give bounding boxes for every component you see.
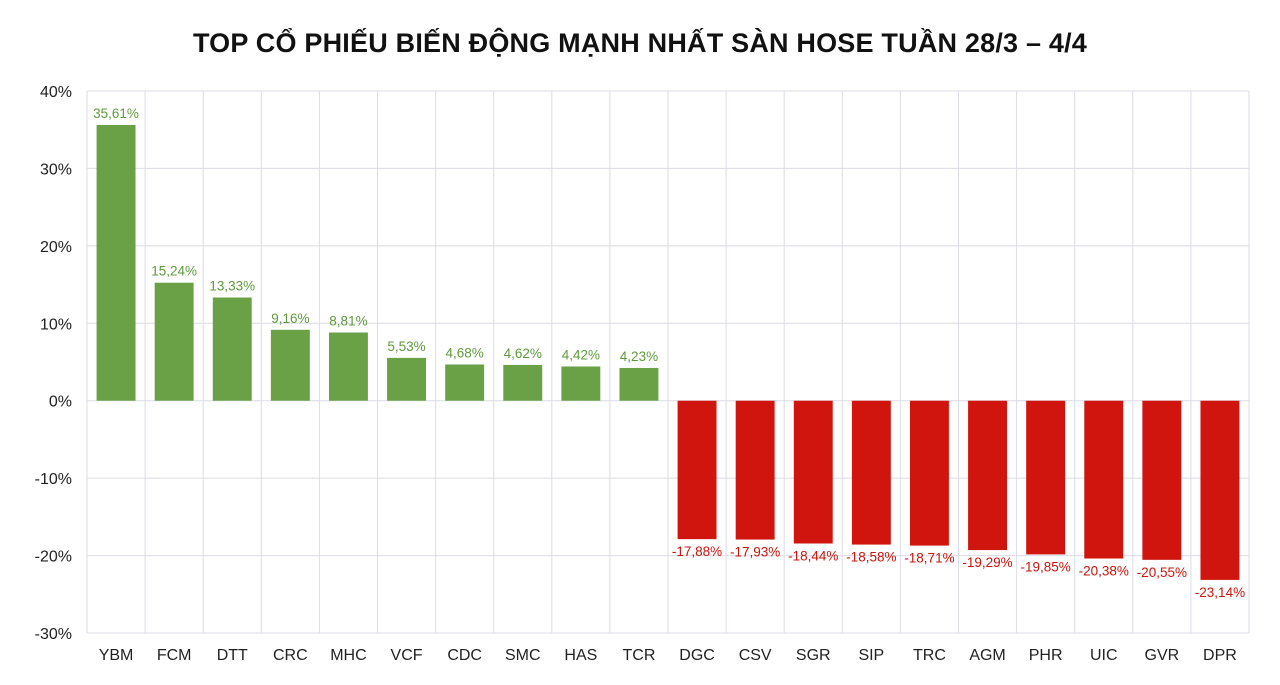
y-tick-label: 10% <box>40 316 72 333</box>
bar-cdc <box>445 364 485 401</box>
data-label-dpr: -23,14% <box>1195 585 1245 600</box>
y-tick-label: -20% <box>35 549 72 566</box>
x-axis: YBM FCM DTT CRC MHC VCF CDC SMC HAS TCR DGC CSV SGR S… <box>99 647 1237 664</box>
y-tick-label: 0% <box>49 394 72 411</box>
data-label-mhc: 8,81% <box>329 313 367 328</box>
x-tick-label-smc: SMC <box>505 647 541 664</box>
bar-phr <box>1026 400 1066 555</box>
x-tick-label-phr: PHR <box>1029 647 1063 664</box>
x-tick-label-mhc: MHC <box>330 647 366 664</box>
bars <box>96 124 1240 580</box>
x-tick-label-agm: AGM <box>969 647 1005 664</box>
chart-title: TOP CỔ PHIẾU BIẾN ĐỘNG MẠNH NHẤT SÀN HOS… <box>192 28 1088 58</box>
x-tick-label-trc: TRC <box>913 647 946 664</box>
data-label-csv: -17,93% <box>730 545 780 560</box>
bar-sip <box>851 400 891 545</box>
bar-uic <box>1084 400 1124 559</box>
y-tick-label: -10% <box>35 471 72 488</box>
y-tick-label: -30% <box>35 626 72 643</box>
bar-tcr <box>619 367 659 401</box>
y-tick-label: 40% <box>40 84 72 101</box>
data-label-sgr: -18,44% <box>788 548 838 563</box>
data-label-uic: -20,38% <box>1079 564 1129 579</box>
bar-dtt <box>212 297 252 401</box>
data-label-dgc: -17,88% <box>672 544 722 559</box>
y-tick-label: 30% <box>40 161 72 178</box>
x-tick-label-tcr: TCR <box>623 647 656 664</box>
data-label-cdc: 4,68% <box>446 345 484 360</box>
x-tick-label-crc: CRC <box>273 647 308 664</box>
x-tick-label-cdc: CDC <box>447 647 482 664</box>
data-label-gvr: -20,55% <box>1137 565 1187 580</box>
bar-crc <box>270 329 310 401</box>
data-label-smc: 4,62% <box>504 346 542 361</box>
bar-fcm <box>154 282 194 401</box>
data-label-fcm: 15,24% <box>151 264 197 279</box>
data-labels: 35,61% 15,24% 13,33% 9,16% 8,81% 5,53% 4,68% 4,… <box>93 106 1245 600</box>
bar-ybm <box>96 124 136 401</box>
grid-lines <box>86 90 1250 634</box>
bar-trc <box>909 400 949 546</box>
bar-smc <box>503 364 543 401</box>
data-label-agm: -19,29% <box>962 555 1012 570</box>
bar-agm <box>968 400 1008 551</box>
bar-dpr <box>1200 400 1240 580</box>
x-tick-label-vcf: VCF <box>391 647 423 664</box>
x-tick-label-gvr: GVR <box>1145 647 1180 664</box>
x-tick-label-sgr: SGR <box>796 647 831 664</box>
bar-dgc <box>677 400 717 540</box>
y-axis: 40% 30% 20% 10% 0% -10% -20% -30% <box>35 84 72 643</box>
x-tick-label-ybm: YBM <box>99 647 134 664</box>
data-label-dtt: 13,33% <box>209 279 255 294</box>
bar-csv <box>735 400 775 540</box>
data-label-trc: -18,71% <box>904 551 954 566</box>
data-label-tcr: 4,23% <box>620 349 658 364</box>
x-tick-label-has: HAS <box>564 647 597 664</box>
x-tick-label-dpr: DPR <box>1203 647 1237 664</box>
data-label-vcf: 5,53% <box>387 339 425 354</box>
bar-gvr <box>1142 400 1182 560</box>
data-label-sip: -18,58% <box>846 550 896 565</box>
data-label-has: 4,42% <box>562 347 600 362</box>
bar-vcf <box>387 357 427 401</box>
y-tick-label: 20% <box>40 239 72 256</box>
bar-has <box>561 366 601 401</box>
x-tick-label-uic: UIC <box>1090 647 1118 664</box>
x-tick-label-dtt: DTT <box>217 647 248 664</box>
x-tick-label-dgc: DGC <box>679 647 715 664</box>
data-label-phr: -19,85% <box>1021 559 1071 574</box>
bar-mhc <box>328 332 368 401</box>
x-tick-label-fcm: FCM <box>157 647 192 664</box>
bar-sgr <box>793 400 833 544</box>
data-label-crc: 9,16% <box>271 311 309 326</box>
x-tick-label-sip: SIP <box>858 647 884 664</box>
x-tick-label-csv: CSV <box>739 647 772 664</box>
data-label-ybm: 35,61% <box>93 106 139 121</box>
